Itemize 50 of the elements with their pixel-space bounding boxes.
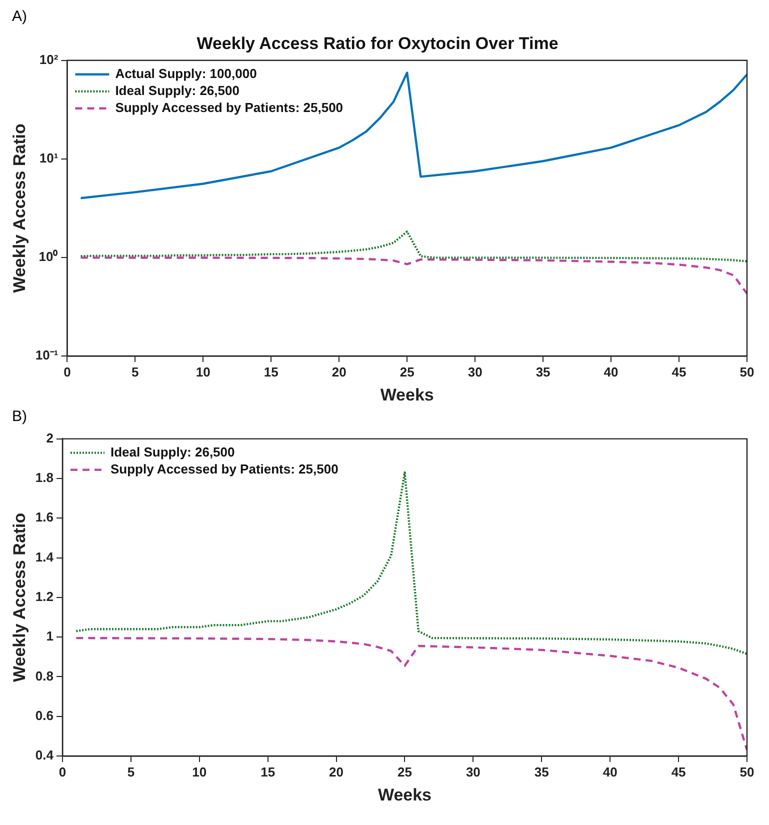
x-tick-label: 35 <box>534 764 549 780</box>
y-tick-label: 10⁰ <box>38 249 58 264</box>
text: B) <box>11 408 28 427</box>
x-tick-label: 5 <box>127 764 135 780</box>
x-tick-label: 25 <box>398 764 412 780</box>
y-tick-label: 10⁻¹ <box>35 348 58 363</box>
legend-label: Ideal Supply: 26,500 <box>110 444 235 460</box>
x-axis-title: Weeks <box>380 385 434 404</box>
y-tick-label: 2 <box>46 430 54 446</box>
x-tick-label: 25 <box>400 364 414 380</box>
y-tick-label: 1.8 <box>35 470 54 486</box>
y-tick-label: 10² <box>39 52 59 67</box>
y-axis-title: Weekly Access Ratio <box>10 124 29 293</box>
y-tick-label: 1 <box>46 628 54 644</box>
x-tick-label: 35 <box>536 364 550 380</box>
x-tick-label: 15 <box>264 364 278 380</box>
y-tick-label: 0.6 <box>35 708 54 723</box>
x-tick-label: 30 <box>468 364 482 380</box>
y-tick-label: 1.2 <box>35 588 54 604</box>
x-tick-label: 30 <box>466 764 480 780</box>
x-tick-label: 50 <box>740 764 754 780</box>
x-tick-label: 20 <box>329 764 344 780</box>
x-tick-label: 5 <box>132 364 139 380</box>
y-tick-label: 0.4 <box>35 748 54 763</box>
legend-label: Actual Supply: 100,000 <box>115 66 257 81</box>
x-tick-label: 0 <box>58 764 66 780</box>
x-tick-label: 45 <box>672 364 686 380</box>
legend-label: Ideal Supply: 26,500 <box>115 82 240 98</box>
text: A) <box>11 8 28 27</box>
y-tick-label: 10¹ <box>39 150 58 166</box>
x-tick-label: 40 <box>602 764 618 780</box>
y-axis-title: Weekly Access Ratio <box>10 512 29 682</box>
y-tick-label: 0.8 <box>35 668 54 684</box>
x-tick-label: 20 <box>332 364 346 380</box>
legend-label: Supply Accessed by Patients: 25,500 <box>115 100 344 115</box>
legend-label: Supply Accessed by Patients: 25,500 <box>110 461 338 476</box>
line-series <box>80 256 747 295</box>
line-series <box>80 230 747 262</box>
y-tick-label: 1.4 <box>35 549 54 564</box>
x-tick-label: 10 <box>192 764 207 780</box>
x-axis-title: Weeks <box>378 785 432 804</box>
y-tick-label: 1.6 <box>35 510 54 525</box>
x-tick-label: 45 <box>671 764 686 780</box>
x-tick-label: 15 <box>260 764 276 780</box>
chart-title: Weekly Access Ratio for Oxytocin Over Time <box>196 34 558 53</box>
x-tick-label: 0 <box>64 364 71 380</box>
line-series <box>75 636 747 752</box>
x-tick-label: 40 <box>604 364 618 380</box>
x-tick-label: 50 <box>740 364 754 380</box>
x-tick-label: 10 <box>196 364 210 380</box>
